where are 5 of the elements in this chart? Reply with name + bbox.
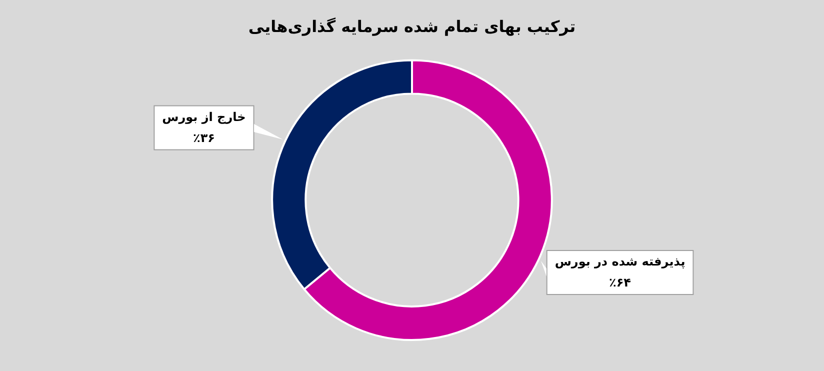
chart-title: ترکیب بهای تمام شده سرمایه گذاری‌هایی: [248, 16, 576, 36]
data-label: ٪۶۴: [609, 276, 632, 290]
slice-label: خارج از بورس: [162, 110, 246, 124]
slice-label: پذیرفته شده در بورس: [554, 254, 686, 269]
data-label: ٪۳۶: [192, 130, 215, 145]
